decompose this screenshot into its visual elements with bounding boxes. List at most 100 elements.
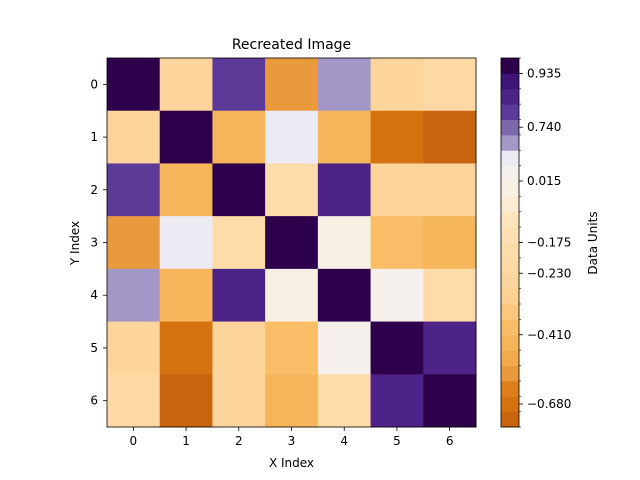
heatmap-cell (423, 268, 477, 323)
heatmap-cells (107, 58, 477, 428)
heatmap-cell (159, 163, 213, 217)
heatmap-cell (107, 110, 161, 164)
heatmap-cell (212, 216, 266, 270)
y-tick-label: 6 (90, 394, 98, 408)
heatmap-cell (423, 321, 477, 375)
y-axis-ticks: 0 1 2 3 4 5 6 (90, 77, 107, 408)
heatmap-cell (265, 163, 319, 217)
heatmap-cell (370, 374, 424, 428)
heatmap-cell (265, 268, 319, 323)
heatmap-cell (265, 321, 319, 375)
colorbar-bin (501, 181, 519, 197)
heatmap-cell (370, 163, 424, 217)
heatmap-cell (107, 58, 161, 112)
y-tick-label: 0 (90, 77, 98, 91)
heatmap-cell (317, 58, 372, 112)
x-axis-label: X Index (269, 456, 314, 470)
heatmap-cell (317, 268, 372, 323)
heatmap-cell (159, 58, 213, 112)
heatmap-cell (107, 163, 161, 217)
heatmap-cell (212, 321, 266, 375)
colorbar-bin (501, 104, 519, 120)
heatmap-cell (159, 374, 213, 428)
colorbar-bin (501, 319, 519, 336)
y-tick-label: 2 (90, 183, 98, 197)
heatmap-cell (370, 268, 424, 323)
y-tick-label: 5 (90, 341, 98, 355)
colorbar-bin (501, 304, 519, 320)
colorbar-bin (501, 227, 519, 243)
heatmap-cell (107, 268, 161, 323)
heatmap-cell (159, 268, 213, 323)
heatmap-cell (370, 216, 424, 270)
y-tick-label: 4 (90, 288, 98, 302)
y-tick-label: 3 (90, 236, 98, 250)
heatmap-cell (317, 110, 372, 164)
heatmap-cell (265, 374, 319, 428)
colorbar-bin (501, 88, 519, 105)
colorbar-bin (501, 73, 519, 90)
colorbar-tick-label: −0.175 (527, 236, 571, 250)
colorbar-tick-label: −0.410 (527, 328, 571, 342)
x-tick-label: 5 (393, 434, 401, 448)
colorbar-bin (501, 134, 519, 151)
heatmap-cell (423, 58, 477, 112)
heatmap-cell (159, 110, 213, 164)
heatmap-cell (107, 216, 161, 270)
heatmap-cell (370, 321, 424, 375)
heatmap-cell (423, 374, 477, 428)
colorbar-label: Data Units (586, 211, 600, 274)
x-axis-ticks: 0 1 2 3 4 5 6 (130, 427, 454, 448)
colorbar-bin (501, 119, 519, 136)
colorbar-bin (501, 196, 519, 213)
x-tick-label: 0 (130, 434, 138, 448)
heatmap-cell (370, 58, 424, 112)
heatmap-cell (212, 163, 266, 217)
heatmap-cell (317, 321, 372, 375)
colorbar-bin (501, 273, 519, 290)
heatmap-cell (423, 163, 477, 217)
heatmap-cell (159, 216, 213, 270)
colorbar-tick-label: 0.015 (527, 174, 561, 188)
colorbar-bin (501, 380, 519, 397)
colorbar-bin (501, 350, 519, 366)
colorbar-bin (501, 257, 519, 274)
x-tick-label: 6 (446, 434, 454, 448)
heatmap-cell (265, 58, 319, 112)
colorbar-bin (501, 242, 519, 259)
colorbar-bin (501, 396, 519, 413)
y-axis-label: Y Index (68, 221, 82, 266)
x-tick-label: 4 (340, 434, 348, 448)
x-tick-label: 3 (288, 434, 296, 448)
colorbar-tick-label: 0.935 (527, 66, 561, 80)
colorbar-bin (501, 288, 519, 305)
x-tick-label: 2 (235, 434, 243, 448)
heatmap-cell (317, 216, 372, 270)
heatmap-cell (212, 268, 266, 323)
colorbar-ticks: 0.935 0.740 0.015 −0.175 −0.230 −0.410 −0.680 (519, 57, 571, 428)
heatmap-cell (212, 110, 266, 164)
colorbar-bin (501, 411, 519, 428)
colorbar-bin (501, 165, 519, 182)
heatmap-cell (212, 58, 266, 112)
colorbar-bin (501, 58, 519, 74)
colorbar-bin (501, 365, 519, 382)
colorbar-tick-label: −0.230 (527, 266, 571, 280)
chart-title: Recreated Image (232, 37, 351, 53)
heatmap-cell (423, 110, 477, 164)
colorbar-bin (501, 334, 519, 351)
heatmap-cell (107, 374, 161, 428)
colorbar (501, 58, 519, 428)
colorbar-tick-label: 0.740 (527, 120, 561, 134)
colorbar-bin (501, 211, 519, 228)
heatmap-cell (317, 374, 372, 428)
heatmap-cell (265, 216, 319, 270)
y-tick-label: 1 (90, 130, 98, 144)
heatmap-cell (423, 216, 477, 270)
heatmap-cell (212, 374, 266, 428)
heatmap-cell (159, 321, 213, 375)
colorbar-tick-label: −0.680 (527, 397, 571, 411)
heatmap-cell (107, 321, 161, 375)
heatmap-cell (317, 163, 372, 217)
